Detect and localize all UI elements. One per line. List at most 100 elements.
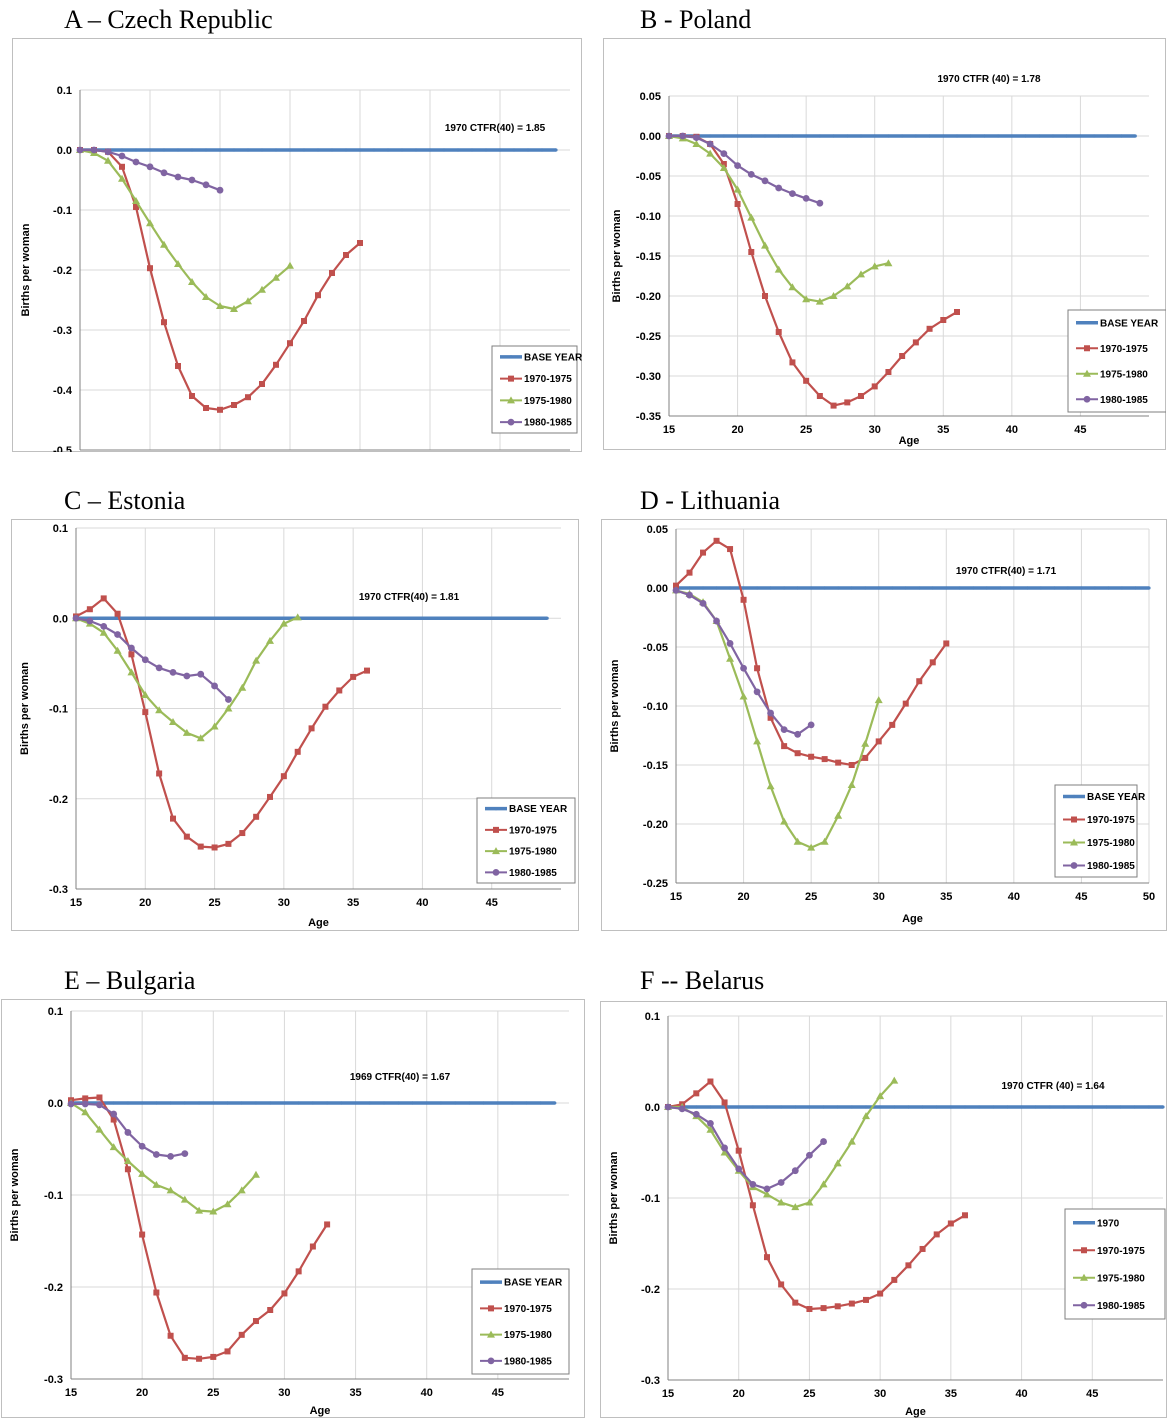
data-point [941, 134, 945, 138]
y-tick-label: 0.1 [48, 1006, 63, 1018]
data-point [904, 586, 908, 590]
data-point [806, 1151, 813, 1159]
data-point [820, 1305, 827, 1312]
x-tick-label: 45 [1074, 424, 1086, 436]
data-point [104, 148, 112, 156]
data-point [316, 148, 320, 152]
series-1 [667, 134, 1137, 138]
ctfr-annotation: 1969 CTFR(40) = 1.67 [350, 1072, 451, 1083]
data-point [218, 148, 222, 152]
data-point [258, 285, 266, 293]
y-tick-label: -0.2 [641, 1284, 660, 1296]
data-point [372, 148, 376, 152]
legend-marker [492, 847, 500, 855]
legend-label: 1980-1985 [1087, 861, 1135, 872]
data-point [708, 1105, 713, 1109]
data-point [899, 353, 906, 359]
legend-label: 1980-1985 [1100, 395, 1148, 406]
data-point [753, 688, 761, 696]
data-point [781, 743, 788, 750]
data-point [857, 270, 865, 278]
legend-label: 1980-1985 [524, 418, 572, 429]
x-tick-label: 30 [874, 1388, 886, 1400]
data-point [100, 595, 107, 602]
data-point [802, 295, 811, 303]
data-point [109, 1143, 118, 1151]
x-tick-label: 35 [349, 1387, 361, 1399]
x-tick-label: 15 [670, 891, 682, 903]
series-3 [664, 1076, 899, 1211]
series-1 [69, 1101, 557, 1105]
series-line [79, 148, 291, 311]
data-point [199, 616, 203, 620]
y-tick-label: -0.3 [49, 884, 68, 896]
data-point [259, 381, 265, 387]
data-point [448, 616, 452, 620]
data-point [820, 1138, 827, 1145]
data-point [118, 174, 126, 182]
data-point [470, 148, 474, 152]
data-point [99, 628, 108, 636]
data-point [246, 148, 250, 152]
data-point [664, 1103, 672, 1111]
data-point [821, 1105, 826, 1109]
data-point [526, 148, 530, 152]
data-point [357, 240, 363, 246]
data-point [775, 184, 783, 192]
legend-label: 1970 [1097, 1218, 1120, 1229]
data-point [777, 134, 781, 138]
y-tick-label: -0.20 [643, 819, 668, 831]
data-point [834, 1303, 841, 1310]
data-point [850, 586, 854, 590]
x-tick-label: 40 [421, 1387, 433, 1399]
data-point [794, 750, 801, 757]
data-point [512, 148, 516, 152]
data-point [890, 586, 894, 590]
data-point [268, 616, 272, 620]
data-point [1079, 586, 1084, 590]
data-point [871, 383, 878, 390]
data-point [791, 1167, 799, 1175]
data-point [1065, 134, 1069, 138]
data-point [1119, 134, 1124, 138]
data-point [124, 1166, 131, 1173]
data-point [329, 270, 335, 276]
data-point [181, 1150, 189, 1157]
data-point [1023, 134, 1028, 138]
data-point [870, 262, 879, 270]
data-point [791, 1203, 800, 1211]
data-point [154, 1101, 158, 1105]
data-point [252, 1318, 259, 1325]
data-point [815, 297, 824, 305]
data-point [254, 616, 258, 620]
data-point [350, 673, 357, 680]
data-point [764, 1254, 770, 1261]
data-point [128, 644, 135, 652]
x-tick-label: 50 [1143, 891, 1155, 903]
series-line [669, 134, 958, 407]
data-point [282, 1101, 287, 1105]
data-point [679, 132, 687, 140]
data-point [944, 586, 948, 590]
data-point [254, 1101, 258, 1105]
x-tick-label: 35 [940, 891, 952, 903]
data-point [1093, 586, 1097, 590]
data-point [722, 134, 726, 138]
data-point [127, 668, 136, 676]
data-point [188, 278, 196, 285]
y-tick-label: -0.2 [49, 794, 68, 806]
data-point [1037, 134, 1041, 138]
data-point [958, 586, 962, 590]
data-point [197, 670, 205, 678]
y-tick-label: -0.15 [636, 251, 661, 263]
series-1 [74, 616, 549, 621]
y-tick-label: -0.10 [643, 701, 668, 713]
data-point [538, 1101, 543, 1105]
data-point [95, 1125, 104, 1133]
data-point [82, 1095, 89, 1102]
ctfr-annotation: 1970 CTFR(40) = 1.71 [956, 566, 1057, 577]
legend-label: 1970-1975 [504, 1304, 552, 1315]
data-point [185, 616, 189, 620]
data-point [309, 1243, 316, 1250]
data-point [510, 1101, 514, 1105]
